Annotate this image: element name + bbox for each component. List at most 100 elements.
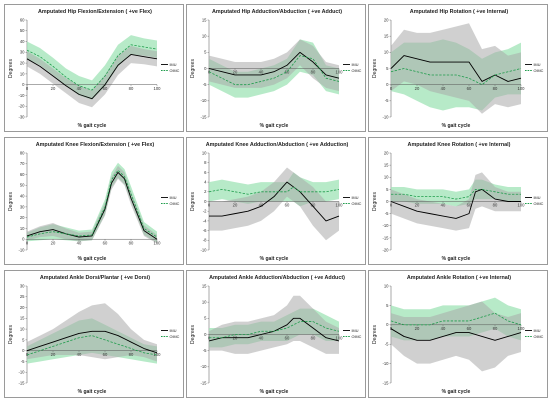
y-tick-label: 15 — [202, 283, 207, 288]
series-line-imu — [26, 171, 158, 240]
y-tick-label: 60 — [20, 17, 25, 22]
y-tick-label: 20 — [20, 305, 25, 310]
y-tick-label: 25 — [20, 294, 25, 299]
sd-band-imu — [27, 45, 157, 108]
y-tick-label: 60 — [20, 172, 25, 177]
x-tick-label: 40 — [259, 70, 264, 75]
y-tick-label: 10 — [384, 283, 389, 288]
series-line-oimc — [26, 335, 158, 356]
y-tick-label: 0 — [386, 322, 389, 327]
y-tick-label: 10 — [202, 300, 207, 305]
y-tick-label: 2 — [204, 189, 207, 194]
y-tick-label: 0 — [22, 82, 25, 87]
y-tick-label: 20 — [384, 17, 389, 22]
y-tick-label: 20 — [384, 150, 389, 155]
chart-title: Amputated Ankle Adduction/Abduction ( +v… — [209, 275, 345, 281]
y-tick-label: 0 — [204, 332, 207, 337]
y-tick-label: -10 — [18, 93, 25, 98]
series-line-imu — [208, 51, 340, 79]
x-tick-label: 20 — [415, 326, 420, 331]
y-tick-label: -5 — [385, 211, 389, 216]
y-tick-label: 10 — [20, 71, 25, 76]
y-tick-label: -15 — [382, 380, 389, 385]
chart-panel-8: Amputated Ankle Rotation ( +ve Internal)… — [368, 270, 548, 398]
chart-panel-5: Amputated Knee Rotation ( +ve Internal) -… — [368, 137, 548, 265]
y-tick-label: -5 — [385, 98, 389, 103]
x-tick-label: 40 — [77, 352, 82, 357]
sd-band-imu — [209, 167, 339, 241]
y-tick-label: -10 — [200, 247, 207, 252]
chart-svg: Amputated Hip Flexion/Extension ( +ve Fl… — [8, 9, 180, 129]
y-tick-label: -10 — [18, 247, 25, 252]
y-tick-label: -20 — [18, 104, 25, 109]
series-line-imu — [390, 55, 522, 82]
y-tick-label: 0 — [386, 82, 389, 87]
x-tick-label: 80 — [493, 326, 498, 331]
x-tick-label: 60 — [285, 203, 290, 208]
y-tick-label: 30 — [20, 50, 25, 55]
y-tick-label: 15 — [202, 17, 207, 22]
x-tick-label: 60 — [103, 240, 108, 245]
x-tick-label: 40 — [77, 240, 82, 245]
x-tick-label: 20 — [51, 352, 56, 357]
legend-label-imu: IMU — [170, 329, 177, 333]
y-axis-label: Degrees — [190, 59, 196, 78]
y-tick-label: 5 — [204, 50, 207, 55]
x-axis-label: % gait cycle — [78, 389, 107, 395]
legend-label-imu: IMU — [534, 196, 541, 200]
chart-panel-0: Amputated Hip Flexion/Extension ( +ve Fl… — [4, 4, 184, 132]
y-axis-label: Degrees — [8, 325, 14, 344]
legend-label-imu: IMU — [170, 63, 177, 67]
legend-label-oimc: OIMC — [534, 335, 544, 339]
sd-band-imu — [391, 301, 521, 372]
x-tick-label: 40 — [259, 203, 264, 208]
x-tick-label: 100 — [154, 352, 162, 357]
sd-band-imu — [209, 39, 339, 92]
legend-label-imu: IMU — [352, 196, 359, 200]
legend-label-oimc: OIMC — [352, 202, 362, 206]
y-tick-label: 0 — [22, 348, 25, 353]
x-tick-label: 20 — [233, 203, 238, 208]
chart-panel-3: Amputated Knee Flexion/Extension ( +ve F… — [4, 137, 184, 265]
chart-panel-7: Amputated Ankle Adduction/Abduction ( +v… — [186, 270, 366, 398]
y-tick-label: 4 — [204, 180, 207, 185]
y-tick-label: 80 — [20, 150, 25, 155]
series-line-oimc — [209, 321, 340, 339]
y-tick-label: 5 — [386, 303, 389, 308]
chart-panel-1: Amputated Hip Adduction/Abduction ( +ve … — [186, 4, 366, 132]
x-tick-label: 40 — [441, 326, 446, 331]
chart-panel-4: Amputated Knee Adduction/Abduction ( +ve… — [186, 137, 366, 265]
x-tick-label: 80 — [493, 203, 498, 208]
y-tick-label: 10 — [384, 50, 389, 55]
series-line-imu — [26, 330, 158, 354]
x-tick-label: 20 — [415, 86, 420, 91]
series-line-imu — [209, 181, 340, 222]
x-tick-label: 20 — [51, 240, 56, 245]
chart-svg: Amputated Ankle Dorsi/Plantar ( +ve Dors… — [8, 275, 180, 395]
y-tick-label: -10 — [200, 364, 207, 369]
y-tick-label: -4 — [203, 218, 207, 223]
x-tick-label: 20 — [51, 86, 56, 91]
y-tick-label: -15 — [18, 380, 25, 385]
x-tick-label: 100 — [154, 86, 162, 91]
x-tick-label: 100 — [518, 203, 526, 208]
y-tick-label: 50 — [20, 28, 25, 33]
x-tick-label: 80 — [129, 240, 134, 245]
series-line-imu — [208, 317, 340, 342]
series-line-imu — [26, 54, 158, 100]
series-line-oimc — [26, 44, 158, 91]
x-tick-label: 60 — [285, 70, 290, 75]
x-tick-label: 40 — [441, 203, 446, 208]
y-tick-label: 8 — [204, 160, 207, 165]
x-tick-label: 0 — [208, 336, 211, 341]
y-tick-label: -10 — [200, 98, 207, 103]
series-line-oimc — [208, 186, 340, 195]
sd-band-imu — [391, 172, 521, 231]
chart-svg: Amputated Knee Flexion/Extension ( +ve F… — [8, 142, 180, 262]
x-tick-label: 80 — [311, 203, 316, 208]
y-tick-label: 15 — [20, 316, 25, 321]
y-tick-label: -5 — [203, 348, 207, 353]
x-tick-label: 0 — [26, 240, 29, 245]
sd-band-imu — [209, 295, 339, 354]
legend-label-imu: IMU — [170, 196, 177, 200]
